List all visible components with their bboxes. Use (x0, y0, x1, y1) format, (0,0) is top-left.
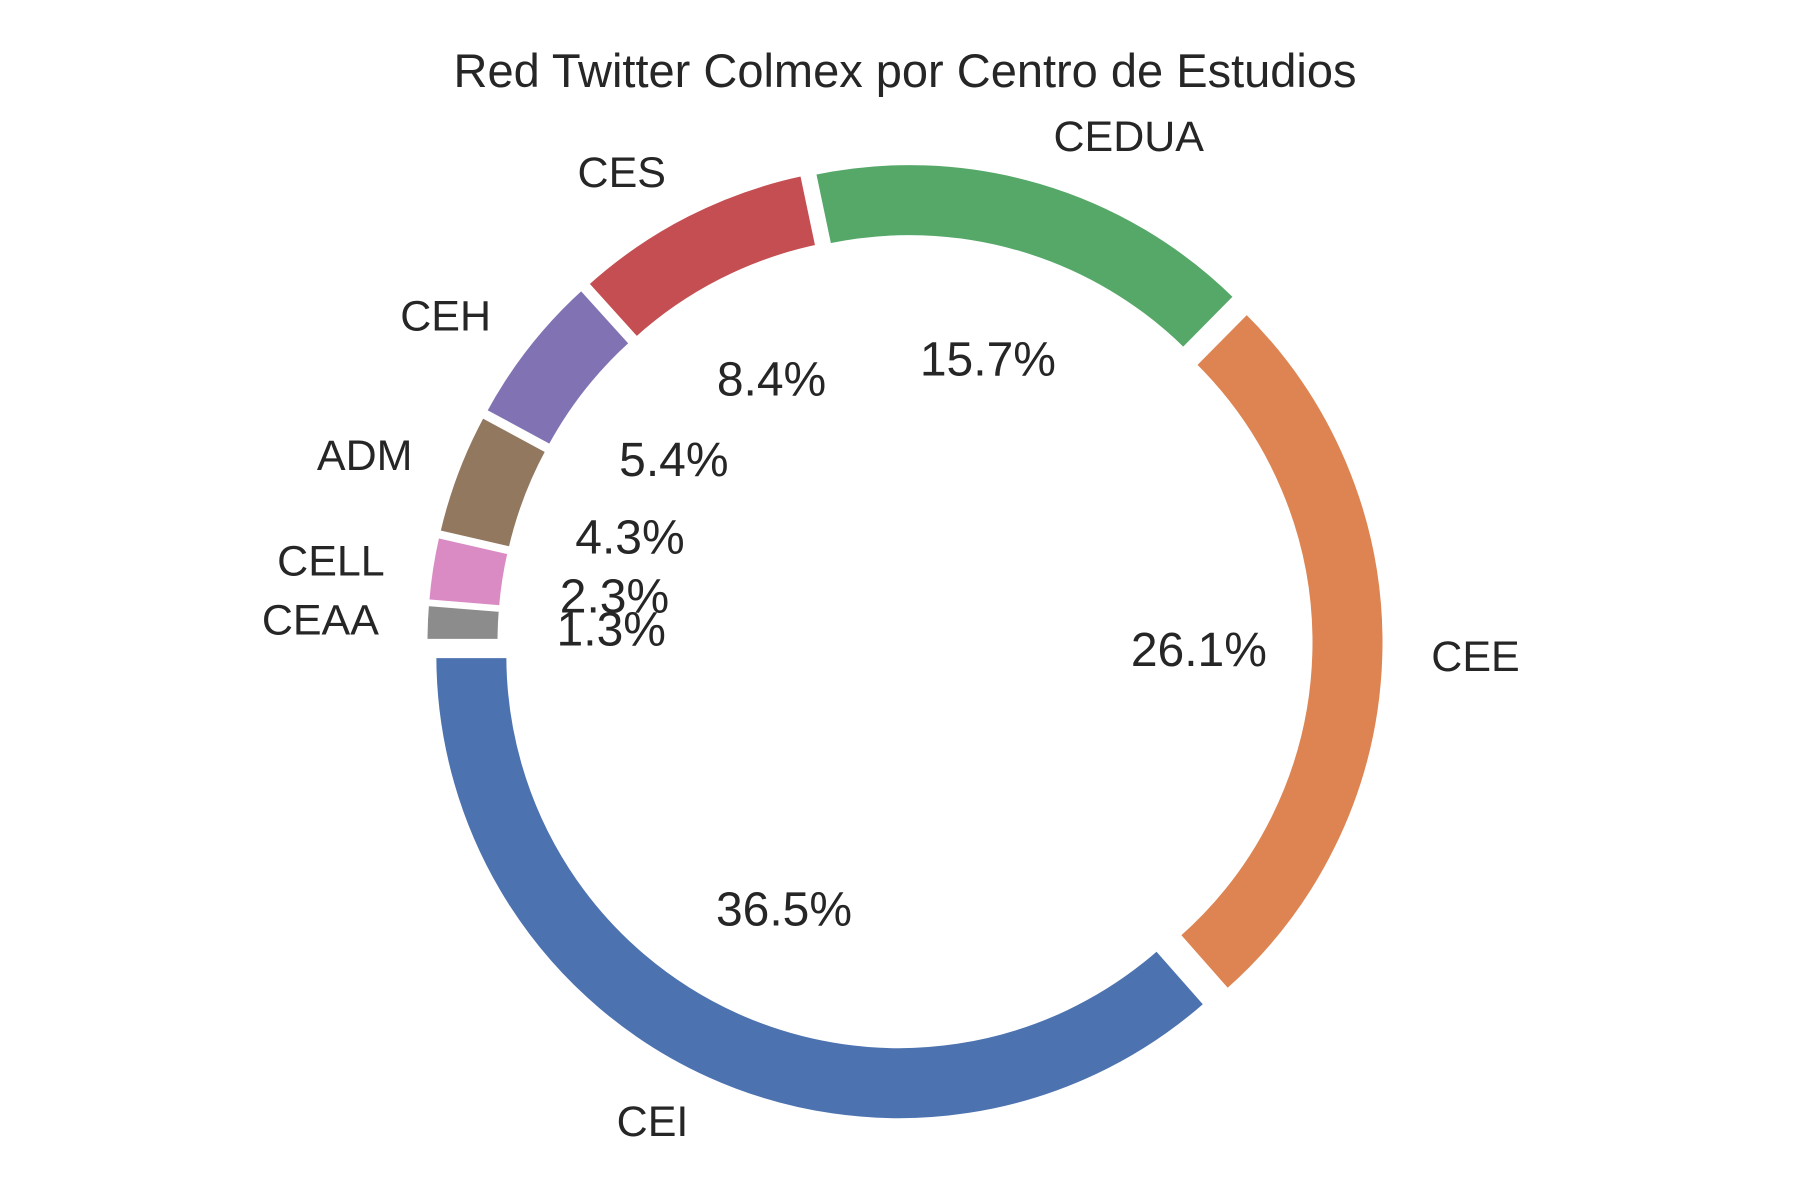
category-label-ces: CES (578, 149, 666, 197)
category-label-ceh: CEH (400, 293, 491, 341)
slice-adm (434, 411, 552, 553)
percent-label-adm: 4.3% (575, 512, 684, 565)
percent-label-cee: 26.1% (1131, 624, 1267, 677)
percent-label-cell: 2.3% (560, 570, 669, 623)
chart-title: Red Twitter Colmex por Centro de Estudio… (454, 44, 1357, 97)
slice-ceaa (422, 600, 505, 644)
category-label-cell: CELL (277, 537, 385, 585)
slices-group (422, 160, 1388, 1124)
category-label-cedua: CEDUA (1053, 113, 1204, 161)
percent-label-ceh: 5.4% (619, 434, 728, 487)
slice-ces (582, 170, 821, 343)
percent-label-cei: 36.5% (716, 883, 852, 936)
percent-label-ceaa: 1.3% (557, 603, 666, 656)
labels-group: CEI 36.5% CEE 26.1% CEDUA 15.7% CES 8.4% CEH 5.4%… (262, 113, 1520, 1146)
slice-ceh (480, 284, 636, 451)
percent-label-cedua: 15.7% (920, 333, 1056, 386)
category-label-cei: CEI (617, 1098, 689, 1146)
percent-label-ces: 8.4% (717, 354, 826, 407)
slice-cei (431, 653, 1210, 1124)
category-label-adm: ADM (317, 432, 413, 480)
category-label-cee: CEE (1431, 633, 1519, 681)
slice-cedua (810, 160, 1240, 354)
slice-cee (1174, 308, 1388, 995)
category-label-ceaa: CEAA (262, 597, 379, 645)
